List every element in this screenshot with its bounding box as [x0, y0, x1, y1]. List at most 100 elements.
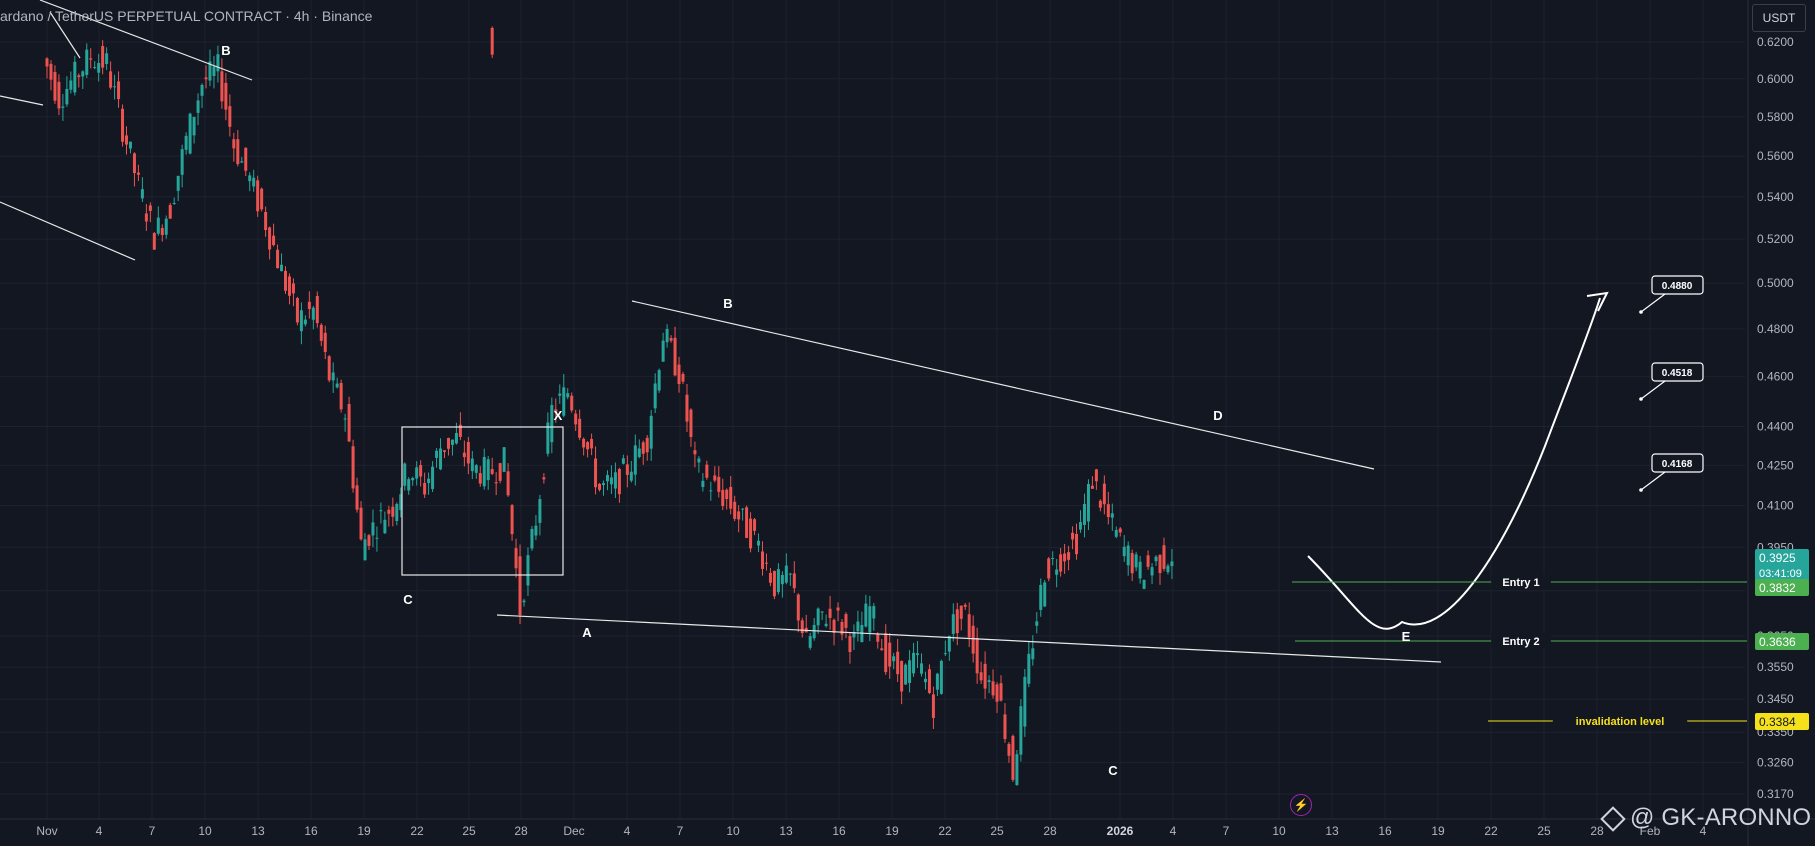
candle-body [617, 469, 621, 495]
candle-body [697, 458, 701, 463]
candle-body [1090, 485, 1094, 489]
candle-body [868, 606, 872, 633]
candle-body [109, 71, 113, 88]
time-tick-label: 19 [1431, 824, 1445, 838]
candle-body [188, 113, 192, 154]
time-tick-label: 22 [410, 824, 424, 838]
candle-body [315, 295, 319, 324]
candle-body [737, 511, 741, 520]
projection-curve [1307, 297, 1601, 630]
candle-body [705, 464, 709, 478]
candle-body [1031, 648, 1035, 660]
candle-body [443, 450, 446, 452]
candle-body [987, 680, 991, 683]
candle-body [1154, 556, 1158, 562]
trendline [631, 300, 1375, 470]
candle-body [1075, 533, 1079, 555]
candle-body [792, 573, 796, 589]
price-tick-label: 0.4400 [1757, 419, 1794, 433]
candle-body [844, 614, 848, 628]
candle-body [999, 683, 1003, 701]
candle-body [1158, 554, 1162, 574]
candle-body [252, 177, 256, 187]
candle-body [967, 614, 971, 638]
candle-body [431, 466, 435, 489]
candle-body [299, 310, 303, 332]
level-label-bg [1552, 713, 1688, 729]
candle-body [832, 619, 836, 633]
candle-body [180, 149, 184, 175]
candle-body [351, 446, 355, 489]
candle-body [983, 663, 987, 689]
candle-body [331, 372, 335, 381]
candle-body [852, 632, 856, 638]
bolt-icon[interactable]: ⚡ [1290, 794, 1312, 816]
candle-body [768, 572, 772, 583]
candle-body [729, 486, 733, 509]
wave-label-b: B [221, 43, 230, 58]
candle-body [943, 653, 947, 655]
time-tick-label: 16 [1378, 824, 1392, 838]
candle-body [160, 228, 164, 236]
candle-body [61, 106, 65, 108]
candle-body [995, 684, 999, 702]
candle-body [458, 424, 462, 437]
candle-body [212, 66, 216, 77]
candle-body [578, 418, 582, 438]
currency-button[interactable]: USDT [1752, 4, 1806, 32]
candle-body [450, 439, 454, 445]
candle-body [916, 653, 920, 656]
candle-body [1051, 558, 1055, 560]
time-tick-label: 16 [832, 824, 846, 838]
wave-label-b: B [723, 296, 732, 311]
candle-body [391, 506, 395, 517]
candle-body [594, 458, 598, 488]
candle-body [307, 301, 311, 309]
candle-body [232, 139, 236, 149]
candle-body [788, 573, 792, 575]
candle-body [1094, 469, 1098, 482]
candle-body [820, 611, 824, 613]
candle-body [840, 621, 844, 635]
candle-body [550, 405, 554, 443]
candle-body [689, 409, 693, 437]
candle-body [113, 86, 117, 88]
candle-body [586, 442, 590, 450]
target-value: 0.4518 [1662, 368, 1693, 379]
candle-body [1059, 554, 1063, 572]
candle-body [693, 450, 697, 455]
price-tick-label: 0.3170 [1757, 787, 1794, 801]
candle-body [1027, 653, 1031, 684]
candle-body [1023, 676, 1027, 727]
candle-body [1150, 567, 1154, 576]
time-tick-label: 4 [1700, 824, 1707, 838]
time-tick-label: 4 [1170, 824, 1177, 838]
wave-label-a: A [582, 625, 592, 640]
candle-body [761, 551, 764, 569]
time-tick-label: 13 [1325, 824, 1339, 838]
candle-body [204, 77, 208, 80]
time-tick-label: 28 [514, 824, 528, 838]
candle-body [248, 175, 252, 182]
wave-label-x: X [554, 408, 563, 423]
price-tick-label: 0.3260 [1757, 756, 1794, 770]
candle-body [828, 608, 832, 618]
candle-body [371, 522, 375, 536]
candle-body [1011, 735, 1015, 780]
price-tick-label: 0.4800 [1757, 322, 1794, 336]
candle-body [1035, 621, 1039, 626]
candle-body [494, 482, 498, 484]
candle-body [1146, 555, 1150, 567]
candle-body [673, 337, 677, 376]
candle-body [327, 356, 331, 381]
candle-body [1067, 552, 1071, 560]
candle-body [1170, 561, 1174, 567]
candle-body [1102, 483, 1106, 505]
time-tick-label: Feb [1640, 824, 1661, 838]
target-box [1651, 453, 1704, 473]
level-label-bg [1491, 574, 1551, 590]
price-tick-label: 0.6200 [1757, 35, 1794, 49]
candle-body [125, 135, 128, 145]
